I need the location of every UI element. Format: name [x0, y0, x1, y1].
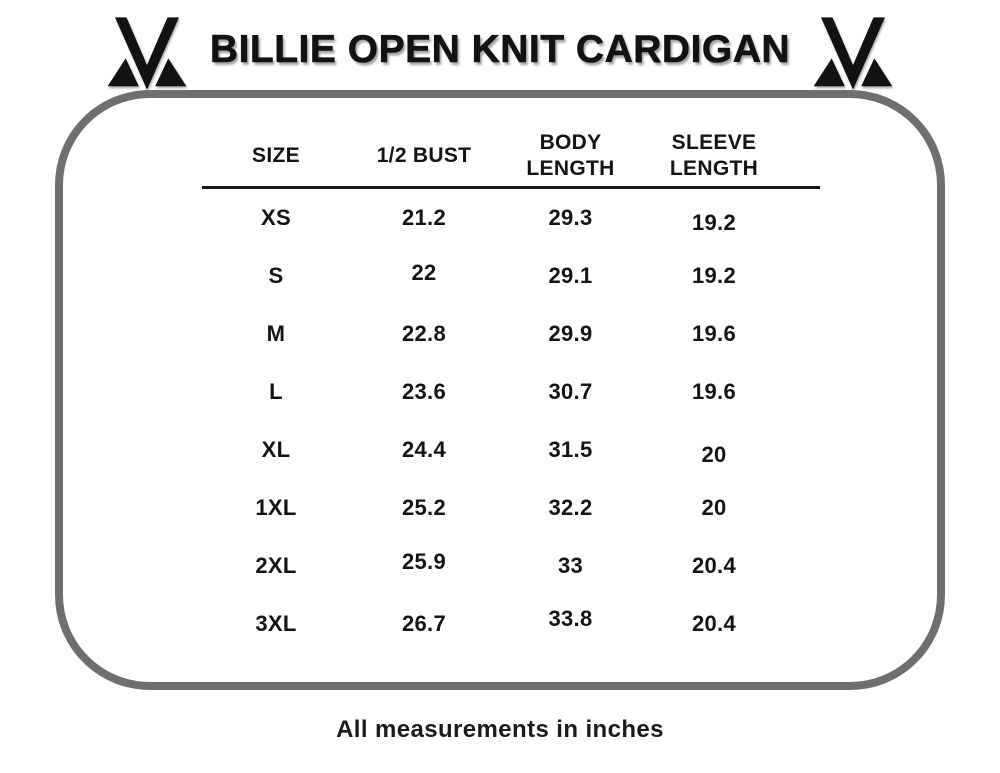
half-bust-cell: 26.7: [401, 611, 447, 636]
body-length-cell: 29.3: [548, 205, 593, 230]
sleeve-length-cell: 20.4: [691, 553, 737, 578]
table-row-m: M 22.8 29.9 19.6: [202, 305, 820, 363]
column-header-half-bust: 1/2 BUST: [377, 143, 472, 169]
size-cell: XL: [261, 437, 291, 462]
brand-monogram-icon-left: [106, 16, 188, 90]
table-body: XS 21.2 29.3 19.2 S 22 29.1 19.2 M 22.8 …: [202, 189, 820, 653]
brand-monogram-icon-right: [812, 16, 894, 90]
measurements-note: All measurements in inches: [336, 716, 664, 743]
body-length-cell: 30.7: [548, 379, 593, 404]
table-row-3xl: 3XL 26.7 33.8 20.4: [202, 595, 820, 653]
column-header-size-label: SIZE: [252, 143, 300, 167]
half-bust-cell: 24.4: [401, 437, 447, 462]
sleeve-length-cell: 20: [701, 442, 727, 467]
size-cell: 1XL: [255, 495, 297, 520]
body-length-cell: 29.1: [548, 263, 593, 288]
body-length-cell: 29.9: [548, 321, 593, 346]
sleeve-length-cell: 19.2: [691, 210, 737, 235]
half-bust-cell: 25.9: [401, 549, 447, 574]
size-cell: XS: [261, 205, 291, 230]
sleeve-length-cell: 19.6: [691, 379, 737, 404]
size-chart-panel: SIZE 1/2 BUST BODY LENGTH SLEEVE LENGTH …: [55, 90, 945, 690]
half-bust-cell: 22: [411, 260, 437, 285]
sleeve-length-cell: 20: [701, 495, 727, 520]
size-table: SIZE 1/2 BUST BODY LENGTH SLEEVE LENGTH …: [202, 126, 820, 653]
half-bust-cell: 23.6: [401, 379, 447, 404]
sleeve-length-cell: 19.6: [691, 321, 737, 346]
sleeve-length-cell: 20.4: [691, 611, 737, 636]
column-header-size: SIZE: [252, 143, 300, 169]
table-header-row: SIZE 1/2 BUST BODY LENGTH SLEEVE LENGTH: [202, 126, 820, 189]
size-cell: L: [269, 379, 283, 404]
table-row-l: L 23.6 30.7 19.6: [202, 363, 820, 421]
table-row-xl: XL 24.4 31.5 20: [202, 421, 820, 479]
column-header-body-length-label: BODY LENGTH: [526, 130, 615, 180]
body-length-cell: 32.2: [548, 495, 593, 520]
page-title: BILLIE OPEN KNIT CARDIGAN: [209, 28, 791, 72]
page-header: BILLIE OPEN KNIT CARDIGAN: [0, 0, 1000, 90]
body-length-cell: 33: [557, 553, 584, 578]
body-length-cell: 31.5: [548, 437, 593, 462]
size-cell: 2XL: [255, 553, 297, 578]
half-bust-cell: 21.2: [401, 205, 447, 230]
body-length-cell: 33.8: [548, 606, 593, 631]
table-row-2xl: 2XL 25.9 33 20.4: [202, 537, 820, 595]
half-bust-cell: 25.2: [401, 495, 447, 520]
table-row-xs: XS 21.2 29.3 19.2: [202, 189, 820, 247]
size-cell: 3XL: [255, 611, 297, 636]
column-header-sleeve-length: SLEEVE LENGTH: [664, 130, 764, 183]
half-bust-cell: 22.8: [401, 321, 447, 346]
column-header-sleeve-length-label: SLEEVE LENGTH: [669, 130, 759, 180]
sleeve-length-cell: 19.2: [691, 263, 737, 288]
table-row-1xl: 1XL 25.2 32.2 20: [202, 479, 820, 537]
column-header-half-bust-label: 1/2 BUST: [376, 143, 472, 167]
size-cell: M: [266, 321, 286, 346]
size-cell: S: [268, 263, 284, 288]
column-header-body-length: BODY LENGTH: [521, 130, 621, 183]
table-row-s: S 22 29.1 19.2: [202, 247, 820, 305]
